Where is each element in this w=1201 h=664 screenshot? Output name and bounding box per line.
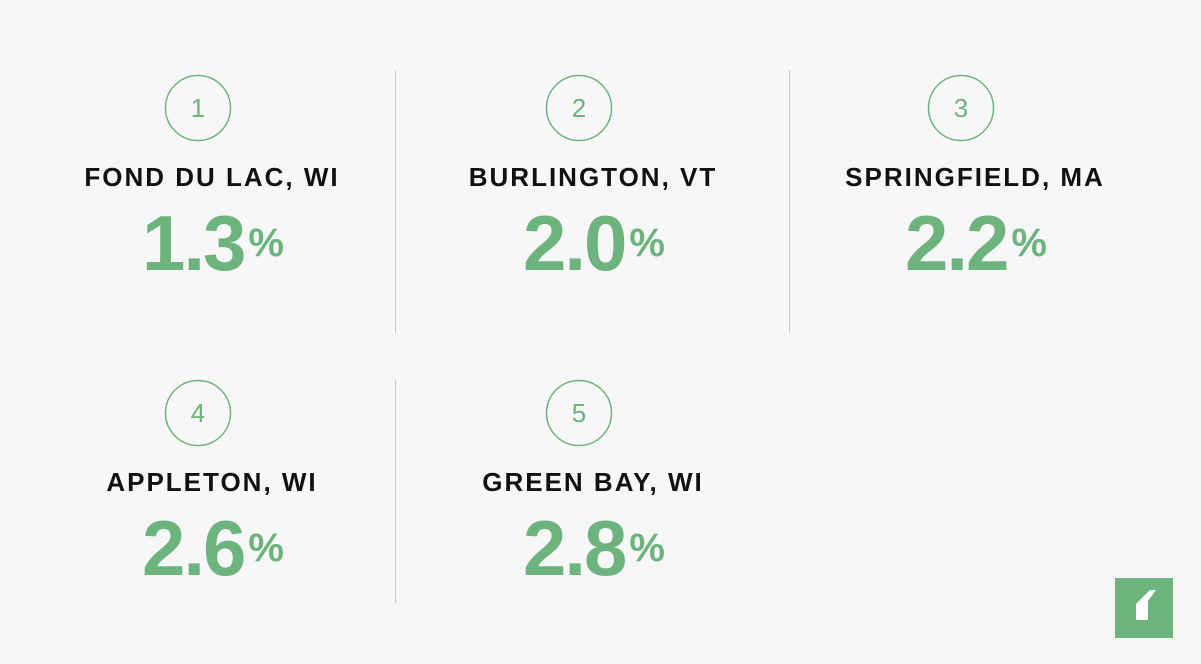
ranked-city: 2 BURLINGTON, VT 2.0%	[469, 74, 718, 287]
rank-circle	[927, 74, 995, 142]
ranked-city: 5 GREEN BAY, WI 2.8%	[482, 379, 704, 592]
rank: 2	[572, 93, 586, 123]
percentage: 2.8%	[523, 504, 664, 592]
percentage-unit: %	[1011, 221, 1046, 265]
rank: 5	[572, 398, 586, 428]
percentage-value: 1.3	[142, 199, 244, 287]
percentage-unit: %	[248, 526, 283, 570]
rank: 1	[191, 93, 205, 123]
percentage: 2.0%	[523, 199, 664, 287]
percentage-unit: %	[629, 221, 664, 265]
city: SPRINGFIELD, MA	[845, 162, 1105, 192]
ranked-city: 3 SPRINGFIELD, MA 2.2%	[845, 74, 1105, 287]
percentage-unit: %	[629, 526, 664, 570]
rank-circle	[164, 74, 232, 142]
city: FOND DU LAC, WI	[84, 162, 339, 192]
percentage: 1.3%	[142, 199, 283, 287]
percentage-value: 2.6	[142, 504, 244, 592]
percentage-unit: %	[248, 221, 283, 265]
city: APPLETON, WI	[106, 467, 317, 497]
percentage-value: 2.2	[905, 199, 1007, 287]
percentage-value: 2.0	[523, 199, 625, 287]
rank-circle	[545, 74, 613, 142]
rank: 4	[191, 398, 205, 428]
rank-circle	[164, 379, 232, 447]
city: GREEN BAY, WI	[482, 467, 704, 497]
city: BURLINGTON, VT	[469, 162, 718, 192]
rank-circle	[545, 379, 613, 447]
ranked-city: 1 FOND DU LAC, WI 1.3%	[84, 74, 339, 287]
percentage-value: 2.8	[523, 504, 625, 592]
logo	[1115, 578, 1173, 638]
percentage: 2.2%	[905, 199, 1046, 287]
rank: 3	[954, 93, 968, 123]
percentage: 2.6%	[142, 504, 283, 592]
ranked-city: 4 APPLETON, WI 2.6%	[106, 379, 317, 592]
